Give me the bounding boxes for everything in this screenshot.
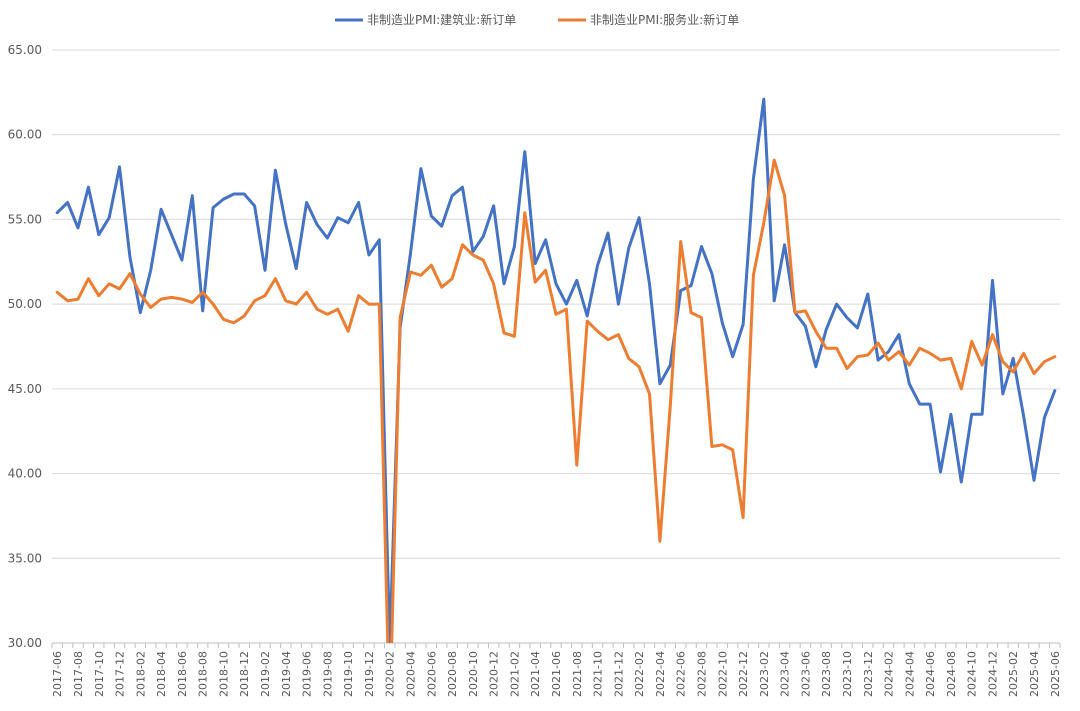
x-tick-label: 2017-12 [114, 651, 127, 697]
x-tick-label: 2018-04 [155, 651, 168, 697]
x-tick-label: 2018-08 [197, 651, 210, 697]
x-tick-label: 2020-06 [425, 651, 438, 697]
x-tick-label: 2018-06 [176, 651, 189, 697]
y-axis: 30.00 35.00 40.00 45.00 50.00 55.00 60.00 65.00 [8, 43, 42, 650]
x-tick-label: 2017-10 [93, 651, 106, 697]
x-tick-label: 2021-06 [550, 651, 563, 697]
legend-label-services: 非制造业PMI:服务业:新订单 [590, 12, 739, 27]
x-tick-label: 2022-04 [654, 651, 667, 697]
x-tick-label: 2017-08 [72, 651, 85, 697]
gridlines [52, 49, 1060, 559]
x-tick-label: 2023-04 [779, 651, 792, 697]
x-tick-label: 2024-04 [903, 651, 916, 697]
x-tick-label: 2018-10 [217, 651, 230, 697]
x-tick-label: 2022-02 [633, 651, 646, 697]
legend-item-services: 非制造业PMI:服务业:新订单 [558, 12, 739, 27]
x-tick-label: 2019-10 [342, 651, 355, 697]
legend-item-construction: 非制造业PMI:建筑业:新订单 [335, 12, 516, 27]
x-tick-label: 2019-06 [301, 651, 314, 697]
x-tick-label: 2024-12 [986, 651, 999, 697]
legend-label-construction: 非制造业PMI:建筑业:新订单 [367, 12, 516, 27]
x-tick-label: 2019-12 [363, 651, 376, 697]
legend: 非制造业PMI:建筑业:新订单 非制造业PMI:服务业:新订单 [335, 12, 739, 27]
x-tick-label: 2024-10 [966, 651, 979, 697]
x-tick-label: 2023-08 [820, 651, 833, 697]
y-tick-label: 60.00 [8, 128, 42, 142]
y-tick-label: 40.00 [8, 467, 42, 481]
x-tick-label: 2023-10 [841, 651, 854, 697]
x-tick-label: 2021-10 [592, 651, 605, 697]
x-tick-label: 2021-04 [529, 651, 542, 697]
x-tick-label: 2023-02 [758, 651, 771, 697]
y-tick-label: 65.00 [8, 43, 42, 57]
series-lines [55, 97, 1057, 643]
y-tick-label: 55.00 [8, 212, 42, 226]
x-tick-label: 2022-06 [675, 651, 688, 697]
x-tick-label: 2023-06 [799, 651, 812, 697]
series-line-construction [55, 97, 1057, 643]
x-axis: 2017-06 2017-08 2017-10 2017-12 2018-02 2018-… [51, 642, 1062, 697]
x-tick-label: 2022-08 [695, 651, 708, 697]
x-tick-label: 2023-12 [862, 651, 875, 697]
x-tick-label: 2024-06 [924, 651, 937, 697]
x-tick-label: 2024-08 [945, 651, 958, 697]
x-tick-label: 2022-10 [716, 651, 729, 697]
x-tick-label: 2025-02 [1007, 651, 1020, 697]
x-tick-label: 2020-08 [446, 651, 459, 697]
x-tick-label: 2019-08 [321, 651, 334, 697]
x-tick-label: 2020-12 [488, 651, 501, 697]
y-tick-label: 30.00 [8, 636, 42, 650]
x-tick-label: 2021-12 [612, 651, 625, 697]
x-tick-label: 2020-02 [384, 651, 397, 697]
series-line-services [55, 158, 1057, 643]
x-tick-label: 2018-12 [238, 651, 251, 697]
x-tick-label: 2024-02 [883, 651, 896, 697]
x-tick-label: 2021-02 [508, 651, 521, 697]
y-tick-label: 45.00 [8, 382, 42, 396]
x-tick-label: 2019-02 [259, 651, 272, 697]
x-tick-label: 2019-04 [280, 651, 293, 697]
y-tick-label: 35.00 [8, 551, 42, 565]
x-tick-label: 2017-06 [51, 651, 64, 697]
x-tick-label: 2020-04 [405, 651, 418, 697]
x-tick-label: 2020-10 [467, 651, 480, 697]
x-tick-label: 2022-12 [737, 651, 750, 697]
x-tick-label: 2025-06 [1049, 651, 1062, 697]
x-tick-label: 2018-02 [134, 651, 147, 697]
y-tick-label: 50.00 [8, 297, 42, 311]
x-tick-label: 2021-08 [571, 651, 584, 697]
x-tick-label: 2025-04 [1028, 651, 1041, 697]
